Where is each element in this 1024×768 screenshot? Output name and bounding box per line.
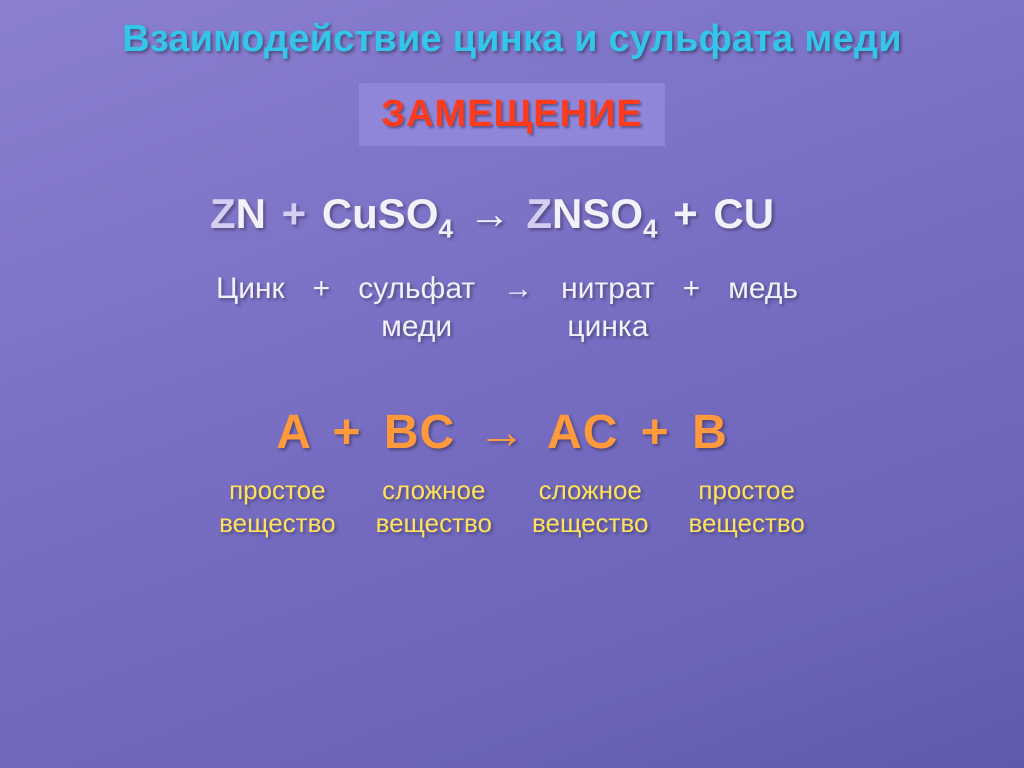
cat-simple-2: простое вещество [688,474,804,539]
eq-sub4b: 4 [643,213,657,243]
eq-cuso: CuSO [322,190,439,237]
wordeq-plus1: + [313,270,331,308]
slide: Взаимодействие цинка и сульфата меди ЗАМ… [0,0,1024,768]
category-row: простое вещество сложное вещество сложно… [42,474,982,539]
wordeq-plus2: + [683,270,701,308]
wordeq-zinc: Цинк [216,270,285,345]
eq-plus2: + [657,190,713,237]
eq-cu-u: U [744,190,774,237]
wordeq-nitrate: нитрат цинка [561,270,655,345]
eq-znso-z: Z [526,190,552,237]
eq-zn-n: N [236,190,266,237]
word-equation: Цинк + сульфат меди → нитрат цинка + мед… [32,270,982,345]
wordeq-copper: медь [728,270,798,345]
chemical-equation: ZN + CuSO4 → ZNSO4 + CU [2,190,982,244]
eq-plus1: + [266,190,322,237]
eq-znso-n: N [552,190,582,237]
eq-zn-z: Z [210,190,236,237]
eq-arrow: → [453,190,526,237]
cat-complex-2: сложное вещество [532,474,648,539]
eq-znso-so: SO [582,190,643,237]
slide-title: Взаимодействие цинка и сульфата меди [42,18,982,61]
substitution-label: ЗАМЕЩЕНИЕ [359,83,664,146]
schematic-equation: A + BC → AC + B [22,405,982,460]
cat-simple-1: простое вещество [219,474,335,539]
wordeq-sulfate: сульфат меди [358,270,475,345]
cat-complex-1: сложное вещество [376,474,492,539]
eq-cu-c: C [713,190,743,237]
eq-sub4a: 4 [438,213,452,243]
wordeq-arrow: → [503,270,533,308]
